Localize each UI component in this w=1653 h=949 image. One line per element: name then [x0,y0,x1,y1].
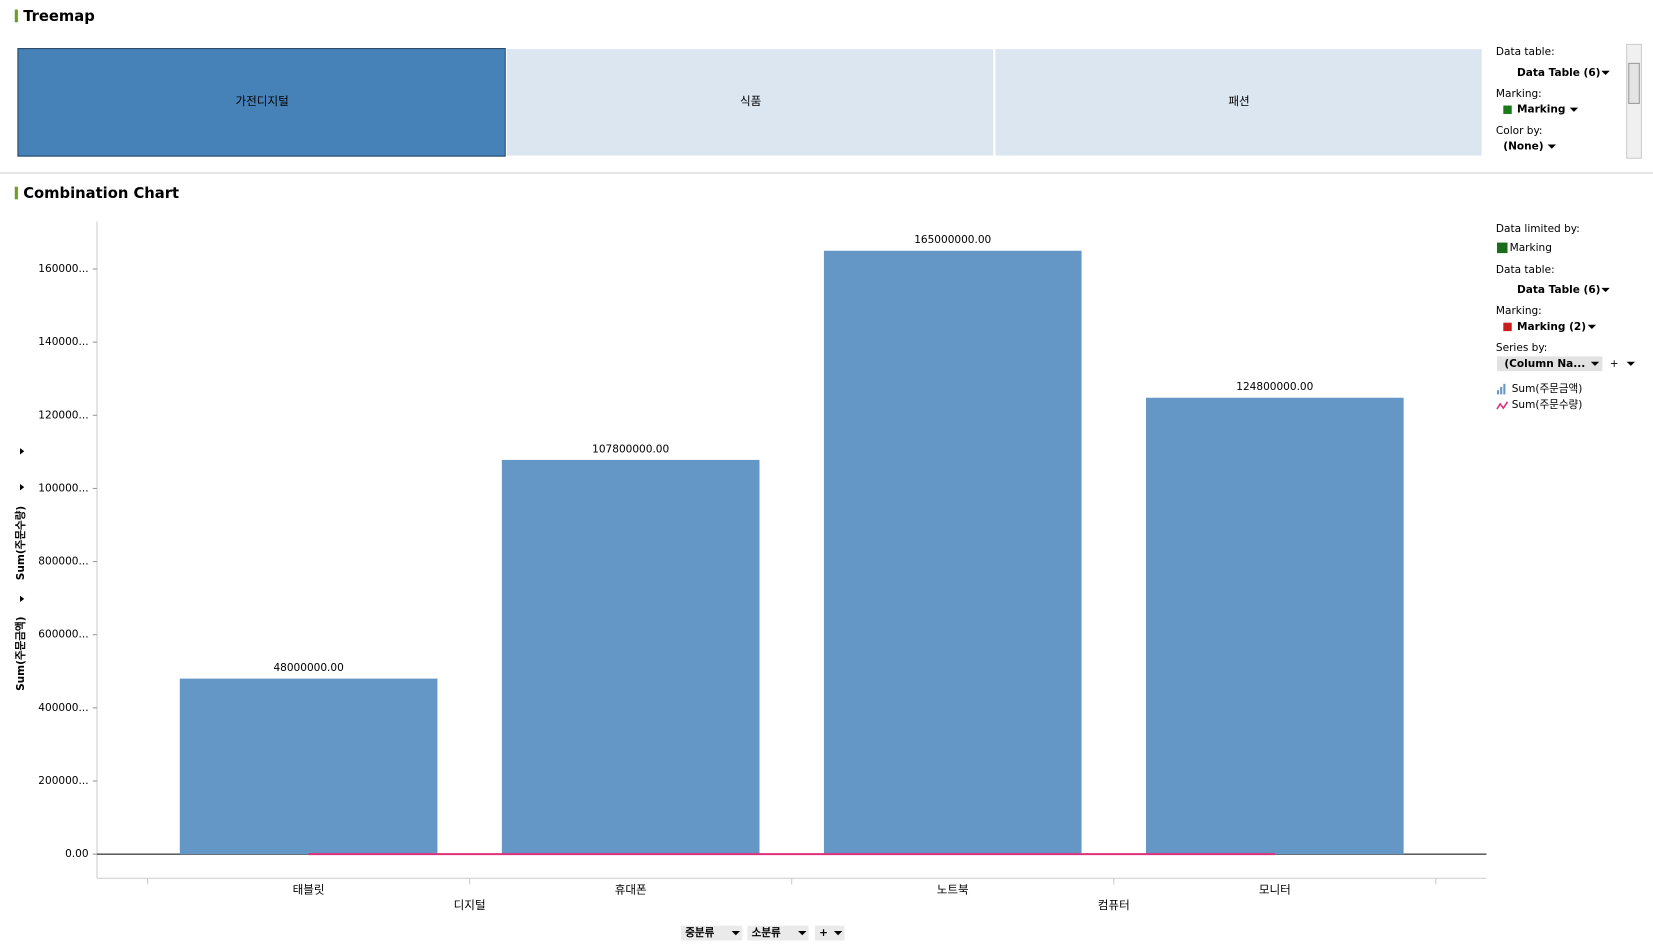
arrow [1601,70,1610,75]
swatch [1503,322,1512,332]
legend-entry: Sum(주문수량) [1512,399,1583,411]
y-tick-label: 600000... [38,629,88,641]
y-tick-label: 800000... [38,556,88,568]
arrow [1569,107,1579,112]
treemap-cell[interactable] [17,48,506,157]
treemap-label: 식품 [740,94,762,108]
label: Marking: [1496,88,1542,100]
treemap-cell[interactable] [994,48,1483,157]
y-tick-label: 160000... [38,263,88,275]
x-group-label: 컴퓨터 [1098,898,1130,912]
label: Data limited by: [1496,223,1580,235]
y-tick-label: 0.00 [65,848,88,860]
legend-panel: Data limited by: Marking Data table: Dat… [1496,223,1636,411]
chart-title: Combination Chart [23,185,179,202]
arrow [1590,361,1636,366]
legend-icon [1496,401,1509,410]
data-label: 107800000.00 [592,443,669,455]
bar [179,678,438,855]
title-marker [14,186,18,200]
data-label: 124800000.00 [1236,381,1313,393]
scroll-thumb[interactable] [1628,62,1640,104]
treemap-cell[interactable] [505,48,995,157]
y-tick-label: 200000... [38,775,88,787]
data-label: 165000000.00 [914,234,991,246]
bar [501,459,760,855]
selector-label: 소분류 [752,926,781,939]
label: Color by: [1496,125,1543,137]
legend-entry: Sum(주문금액) [1512,383,1583,395]
bar [823,250,1082,855]
treemap-label: 가전디지털 [236,94,289,108]
dropdown[interactable]: Marking (2) [1517,321,1586,333]
selector[interactable] [1496,356,1603,372]
value: Marking [1510,242,1552,254]
selector[interactable] [747,925,809,941]
y-tick-label: 140000... [38,336,88,348]
selector[interactable] [814,925,845,941]
x-axis-selectors: 중분류 소분류 + [681,925,845,941]
label: Series by: [1496,342,1547,354]
data-label: 48000000.00 [273,662,343,674]
dropdown[interactable]: Data Table (6) [1517,284,1601,296]
y-axis-label: Sum(주문금액) [15,616,27,690]
arrow [1587,324,1597,330]
dropdown[interactable]: (Column Na... [1504,358,1585,370]
selector-label: + [819,927,828,939]
swatch [1496,242,1508,254]
dropdown[interactable]: Marking [1517,104,1565,116]
x-group-label: 디지털 [454,898,486,912]
bar [1145,397,1404,855]
treemap: 가전디지털 식품 패션 [17,48,1483,157]
label: Marking: [1496,305,1542,317]
title-marker [14,9,18,23]
legend: Sum(주문금액) Sum(주문수량) [1496,383,1583,411]
y-tick-label: 100000... [38,482,88,494]
y-tick-label: 400000... [38,702,88,714]
add-button[interactable]: + [1610,358,1619,370]
arrow [731,930,741,936]
arrow [833,930,843,936]
y-axis-label: Sum(주문수량) [15,506,27,580]
label: Data table: [1496,264,1555,276]
x-tick-label: 휴대폰 [615,882,647,896]
legend-icon [1496,390,1500,395]
x-tick-label: 태블릿 [293,882,325,896]
arrow [798,930,807,936]
plot: 0.00 200000... 400000... 600000... 800000...… [38,221,1487,912]
dropdown[interactable]: Data Table (6) [1517,67,1601,79]
selector-label: 중분류 [685,926,714,939]
swatch [1503,105,1512,114]
arrow [1547,144,1557,149]
axis-arrows [20,448,25,603]
label: Data table: [1496,46,1555,58]
legend-icon [1503,383,1506,395]
dropdown[interactable]: (None) [1503,141,1543,153]
treemap-title: Treemap [23,8,95,25]
treemap-panel: Data table: Data Table (6) Marking: Mark… [1496,43,1642,159]
x-tick-label: 모니터 [1259,882,1291,896]
treemap-label: 패션 [1228,94,1249,108]
x-tick-label: 노트북 [937,882,969,896]
legend-icon [1500,387,1503,395]
y-tick-label: 120000... [38,409,88,421]
arrow [1601,287,1610,293]
selector[interactable] [681,925,743,941]
